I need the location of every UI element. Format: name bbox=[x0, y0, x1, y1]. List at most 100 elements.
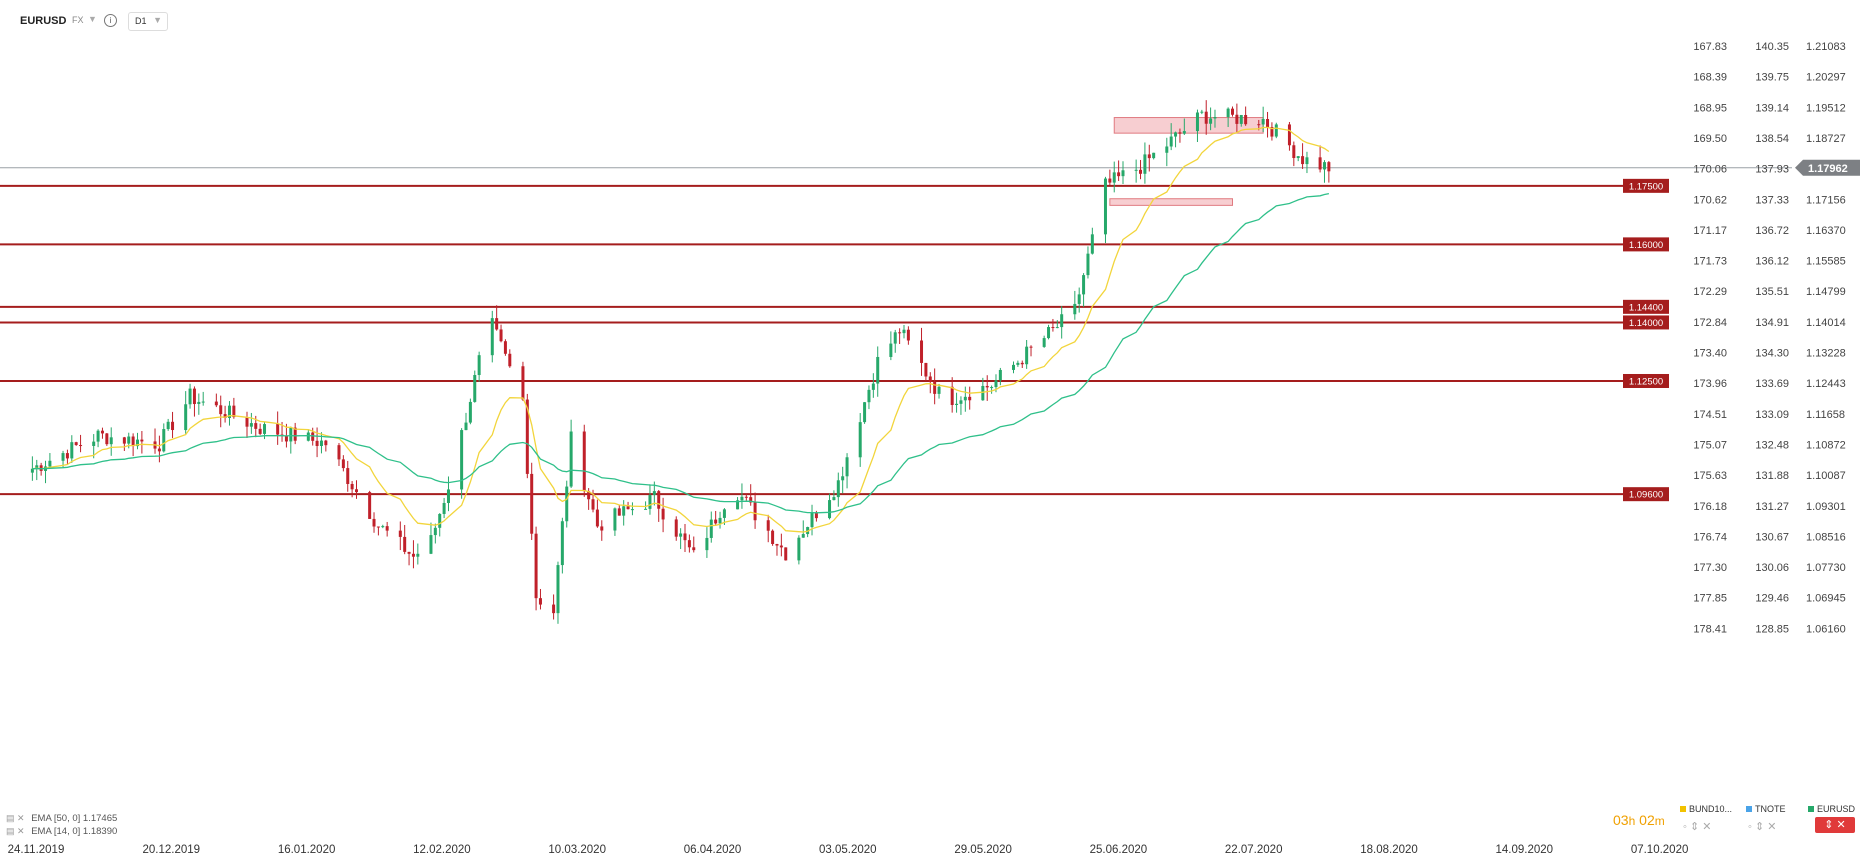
settings-icon[interactable]: ▤ ✕ bbox=[6, 826, 25, 836]
candle-body bbox=[617, 508, 621, 516]
candle-body bbox=[898, 332, 902, 334]
axis-bund-tick: 174.51 bbox=[1693, 409, 1727, 421]
candle-body bbox=[814, 512, 818, 519]
candle-body bbox=[136, 439, 139, 447]
x-axis-tick: 16.01.2020 bbox=[278, 844, 336, 856]
candle-body bbox=[832, 497, 836, 501]
axis-bund-tick: 177.85 bbox=[1693, 593, 1727, 605]
instrument-eurusd[interactable]: EURUSD bbox=[1808, 804, 1855, 814]
level-label: 1.14000 bbox=[1629, 318, 1663, 329]
candle-body bbox=[131, 436, 135, 447]
candle-body bbox=[306, 432, 310, 441]
ema50-legend[interactable]: ▤ ✕ EMA [50, 0] 1.17465 bbox=[6, 813, 117, 824]
candle-body bbox=[749, 497, 753, 503]
candle-body bbox=[1305, 157, 1309, 165]
axis-bund-tick: 168.39 bbox=[1693, 72, 1727, 84]
candle-body bbox=[1270, 127, 1274, 137]
bund-controls[interactable]: ◦ ⇕ ✕ bbox=[1683, 821, 1712, 833]
tnote-controls[interactable]: ◦ ⇕ ✕ bbox=[1748, 821, 1777, 833]
candle-body bbox=[1169, 136, 1173, 147]
axis-tnote-tick: 137.93 bbox=[1755, 164, 1789, 176]
candle-body bbox=[1213, 117, 1217, 119]
candle-body bbox=[613, 508, 617, 531]
candle-body bbox=[1301, 156, 1305, 165]
candle-body bbox=[714, 519, 718, 524]
candle-body bbox=[876, 356, 880, 384]
candle-body bbox=[1055, 327, 1059, 329]
candle-body bbox=[740, 496, 744, 501]
axis-tnote-tick: 139.75 bbox=[1755, 72, 1789, 84]
axis-eurusd-tick: 1.19512 bbox=[1806, 102, 1846, 114]
axis-bund-tick: 176.18 bbox=[1693, 501, 1727, 513]
axis-eurusd-tick: 1.11658 bbox=[1806, 409, 1845, 421]
candle-body bbox=[1266, 119, 1270, 128]
candle-body bbox=[1226, 108, 1230, 118]
info-icon[interactable]: i bbox=[104, 14, 117, 27]
candle-body bbox=[657, 491, 661, 509]
axis-tnote-tick: 140.35 bbox=[1755, 41, 1789, 53]
eurusd-controls[interactable]: ⇕ ✕ bbox=[1815, 817, 1855, 833]
candle-body bbox=[841, 476, 845, 481]
candle-body bbox=[836, 480, 840, 498]
x-axis-tick: 07.10.2020 bbox=[1631, 844, 1689, 856]
axis-bund-tick: 172.84 bbox=[1693, 317, 1727, 329]
candle-body bbox=[955, 403, 959, 405]
candle-body bbox=[223, 414, 227, 419]
candle-countdown: 03h 02m bbox=[1613, 812, 1665, 828]
level-label: 1.12500 bbox=[1629, 376, 1663, 387]
market-tag[interactable]: FX bbox=[72, 15, 84, 25]
eurusd-color-icon bbox=[1808, 806, 1814, 812]
symbol-label[interactable]: EURUSD bbox=[20, 15, 67, 27]
candle-body bbox=[245, 417, 249, 427]
candle-body bbox=[1165, 146, 1169, 153]
candle-body bbox=[1209, 118, 1213, 124]
axis-tnote-tick: 138.54 bbox=[1755, 133, 1789, 145]
candle-body bbox=[1047, 327, 1051, 339]
candle-body bbox=[744, 496, 748, 498]
candle-body bbox=[446, 489, 450, 504]
candle-body bbox=[1200, 111, 1204, 113]
candle-body bbox=[495, 318, 499, 330]
axis-tnote-tick: 139.14 bbox=[1755, 102, 1789, 114]
axis-tnote-tick: 133.09 bbox=[1755, 409, 1789, 421]
candle-body bbox=[473, 375, 477, 402]
instrument-tnote[interactable]: TNOTE bbox=[1746, 804, 1786, 814]
candle-body bbox=[600, 526, 604, 531]
candle-body bbox=[1195, 112, 1199, 132]
candle-body bbox=[249, 423, 253, 427]
candle-body bbox=[416, 553, 420, 557]
candle-body bbox=[1012, 364, 1015, 370]
candle-body bbox=[644, 508, 648, 510]
instrument-bund[interactable]: BUND10... bbox=[1680, 804, 1732, 814]
candle-body bbox=[315, 440, 319, 446]
countdown-hours: 03 bbox=[1613, 812, 1629, 828]
candle-body bbox=[933, 381, 937, 394]
ema14-legend[interactable]: ▤ ✕ EMA [14, 0] 1.18390 bbox=[6, 826, 117, 837]
instrument-tnote-label: TNOTE bbox=[1755, 804, 1786, 814]
candle-body bbox=[1117, 172, 1121, 177]
candle-body bbox=[96, 430, 100, 442]
chevron-down-icon[interactable]: ▼ bbox=[88, 14, 97, 24]
candle-body bbox=[889, 343, 893, 357]
level-label: 1.16000 bbox=[1629, 240, 1663, 251]
candle-body bbox=[1073, 303, 1077, 315]
candle-body bbox=[871, 383, 875, 390]
candle-body bbox=[464, 422, 468, 431]
candle-body bbox=[1051, 327, 1055, 329]
axis-tnote-tick: 129.46 bbox=[1755, 593, 1789, 605]
candle-body bbox=[1143, 154, 1147, 174]
candle-body bbox=[1016, 362, 1020, 365]
axis-eurusd-tick: 1.09301 bbox=[1806, 501, 1846, 513]
settings-icon[interactable]: ▤ ✕ bbox=[6, 813, 25, 823]
timeframe-select[interactable]: D1 ▼ bbox=[128, 12, 168, 31]
candle-body bbox=[736, 500, 740, 510]
candle-body bbox=[556, 565, 560, 614]
x-axis-tick: 10.03.2020 bbox=[548, 844, 606, 856]
level-label: 1.09600 bbox=[1629, 490, 1663, 501]
axis-eurusd-tick: 1.14799 bbox=[1806, 286, 1846, 298]
candle-body bbox=[902, 329, 906, 334]
candle-body bbox=[1174, 132, 1178, 137]
axis-bund-tick: 177.30 bbox=[1693, 562, 1727, 574]
candle-body bbox=[201, 401, 205, 403]
